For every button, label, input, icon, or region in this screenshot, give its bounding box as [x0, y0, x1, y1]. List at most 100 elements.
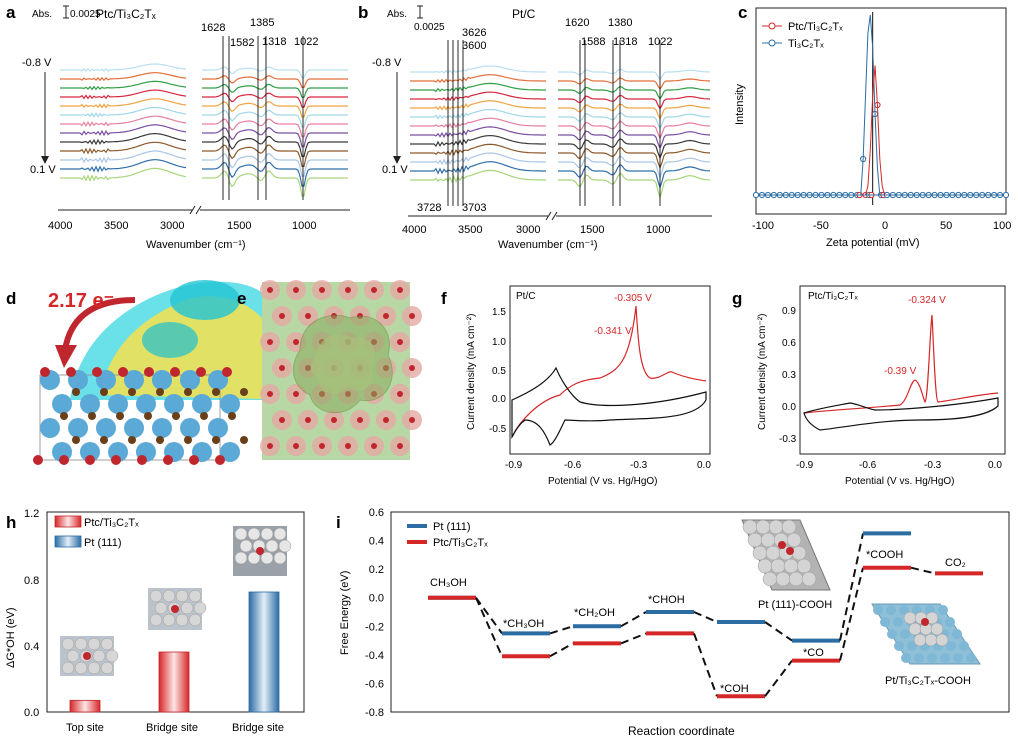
ti-atom-i: [952, 629, 962, 639]
ti-atom-i: [900, 629, 910, 639]
x-tick-b-1000: 1000: [646, 224, 670, 236]
ti-atom-i: [901, 653, 911, 663]
pt-atom: [788, 571, 804, 587]
o-atom-i: [786, 547, 794, 555]
surface-atom-h: [92, 649, 106, 663]
o-atom-top: [409, 365, 415, 371]
state-choh: *CHOH: [648, 594, 685, 606]
cv-backward-g: [803, 397, 999, 431]
site-structures-h: [60, 526, 292, 676]
panel-label-f: f: [441, 289, 447, 308]
ti-atom-i: [945, 617, 955, 627]
panel-f: f Pt/C -0.305 V -0.341 V Current density…: [441, 285, 711, 487]
legend-h-pt111: Pt (111): [84, 537, 122, 549]
spectrum-line: [558, 103, 711, 120]
o-atom-top: [279, 417, 285, 423]
panel-label-e: e: [237, 289, 246, 308]
spectrum-line: [60, 141, 187, 155]
panel-d: d 2.17 e⁻: [6, 280, 320, 465]
surface-atom-h: [247, 551, 261, 565]
pt-atom: [786, 532, 802, 548]
o-atom-top: [397, 443, 403, 449]
ti-atom: [180, 370, 200, 390]
ti-atom: [124, 370, 144, 390]
spectrum-line: [558, 146, 710, 170]
o-atom-top: [345, 287, 351, 293]
surface-atom-h: [260, 551, 274, 565]
abs-scale-value: 0.0025: [70, 9, 101, 20]
o-atom: [33, 455, 43, 465]
o-atom-top: [397, 391, 403, 397]
pt-atom: [742, 519, 758, 535]
c-atom: [100, 436, 108, 444]
ti-atom-i: [907, 641, 917, 651]
pt-atom: [930, 622, 944, 636]
plot-frame-g: [799, 285, 1006, 455]
c-atom: [240, 436, 248, 444]
x-label-g: Potential (V vs. Hg/HgO): [845, 476, 954, 487]
o-atom-top: [331, 417, 337, 423]
surface-atom-h: [234, 551, 248, 565]
pt-atom: [913, 633, 927, 647]
c-atom: [172, 412, 180, 420]
pt-atom: [752, 545, 768, 561]
cv-forward-f: [511, 305, 707, 438]
tag-f: Pt/C: [516, 291, 535, 302]
surface-atom-h: [100, 637, 114, 651]
v-bottom-label-b: 0.1 V: [382, 164, 408, 176]
y-tick-i: -0.8: [365, 707, 384, 719]
surface-atom-h: [234, 527, 248, 541]
zeta-point-ti3c2tx: [752, 191, 760, 199]
o-atom: [40, 367, 50, 377]
panel-e: e: [237, 280, 422, 460]
plot-frame-c: [755, 7, 1007, 215]
ti-atom: [52, 394, 72, 414]
plot-frame-i: [390, 511, 1010, 713]
legend-c-ptc: Ptc/Ti₃C₂Tₓ: [788, 21, 843, 33]
spectrum-line: [202, 118, 348, 138]
spectrum-line: [410, 161, 546, 175]
o-atom-top: [267, 391, 273, 397]
ti-atom-i: [953, 653, 963, 663]
c-atom: [240, 388, 248, 396]
x-tick-b-4000: 4000: [402, 224, 426, 236]
legend-h: Ptc/Ti₃C₂Tₓ Pt (111): [54, 515, 139, 549]
legend-i: Pt (111) Ptc/Ti₃C₂Tₓ: [407, 521, 488, 549]
x-tick-g--0.6: -0.6: [859, 460, 877, 471]
surface-atom-h: [162, 589, 176, 603]
spectrum-line: [202, 66, 348, 79]
ti-atom: [192, 394, 212, 414]
surface-atom-h: [278, 539, 292, 553]
surface-atom-h: [180, 601, 194, 615]
pt-atom: [770, 558, 786, 574]
o-atom-top: [267, 339, 273, 345]
peak-g-1: -0.324 V: [908, 295, 946, 306]
ti-atom-i: [927, 653, 937, 663]
ti-atom-i: [914, 653, 924, 663]
o-atom-top: [371, 287, 377, 293]
surface-atom-h: [100, 661, 114, 675]
y-tick-i: -0.2: [365, 621, 384, 633]
surface-atom-h: [239, 539, 253, 553]
ti-atom-i: [940, 653, 950, 663]
spectrum-line: [410, 126, 546, 139]
state-ch3oh: CH₃OH: [430, 577, 467, 589]
spectrum-line: [60, 89, 187, 100]
y-label-f: Current density (mA cm⁻²): [466, 314, 477, 430]
y-tick-f-0.5: 0.5: [492, 366, 506, 377]
plot-frame-f: [509, 285, 711, 455]
ti-atom-i: [938, 605, 948, 615]
surface-atom-h: [149, 613, 163, 627]
pt-atom: [747, 532, 763, 548]
spectrum-line: [558, 172, 711, 200]
x-tick-c--50: -50: [813, 220, 829, 232]
ti-atom: [220, 394, 240, 414]
energy-connector: [910, 566, 936, 575]
spectrum-line: [202, 75, 348, 88]
ti-atom-i: [899, 605, 909, 615]
c-atom: [228, 412, 236, 420]
zeta-line-ptc: [865, 65, 886, 196]
peak-label-1385: 1385: [250, 17, 274, 29]
y-tick-h-0.0: 0.0: [24, 707, 39, 719]
x-tick-c-100: 100: [993, 220, 1011, 232]
